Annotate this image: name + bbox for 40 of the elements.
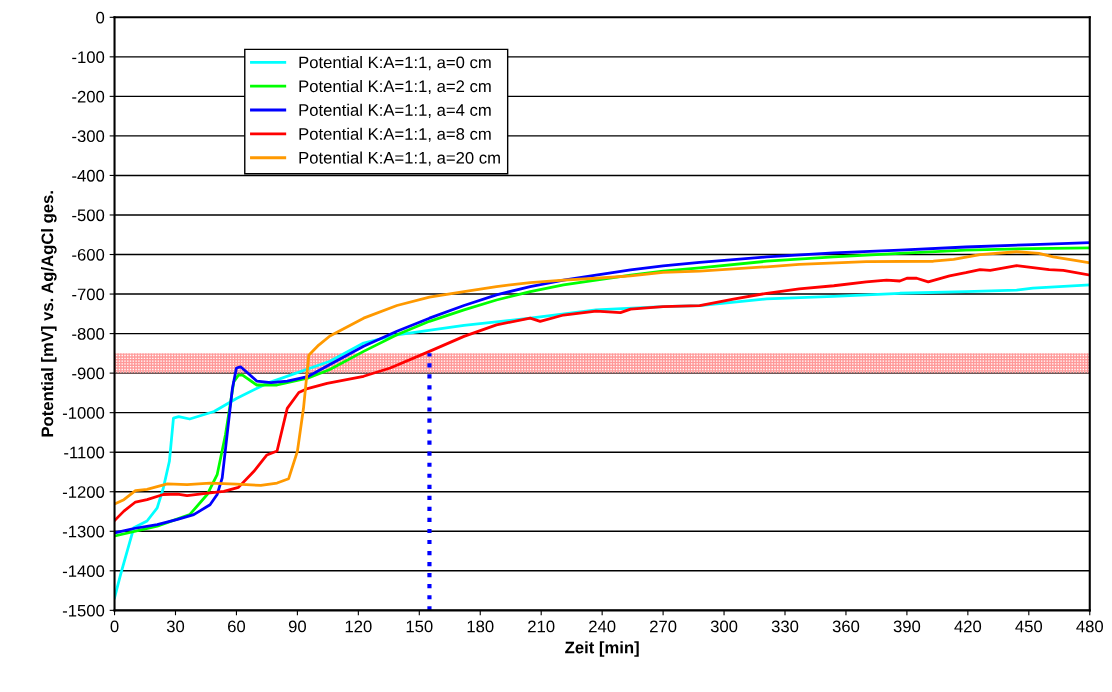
- x-tick-label: 150: [406, 620, 433, 633]
- x-tick-label: 270: [650, 620, 677, 633]
- y-tick-label: -1400: [62, 565, 105, 578]
- legend-label: Potential K:A=1:1, a=2 cm: [299, 79, 491, 95]
- x-tick-label: 360: [832, 620, 860, 633]
- x-tick-label: 30: [166, 620, 185, 633]
- y-tick-label: -1200: [62, 486, 105, 498]
- legend-label: Potential K:A=1:1, a=4 cm: [299, 103, 491, 118]
- y-tick-label: 0: [96, 11, 105, 24]
- x-tick-label: 90: [288, 620, 307, 633]
- y-tick-label: -200: [72, 90, 105, 103]
- legend-label: Potential K:A=1:1, a=8 cm: [299, 127, 491, 142]
- x-tick-label: 300: [710, 620, 738, 633]
- y-tick-label: -1300: [62, 525, 105, 538]
- y-tick-label: -700: [72, 288, 105, 301]
- y-tick-label: -100: [72, 51, 105, 64]
- x-tick-label: 210: [528, 620, 555, 633]
- x-tick-label: 330: [771, 620, 799, 633]
- x-tick-label: 180: [467, 620, 494, 633]
- y-tick-label: -400: [72, 169, 105, 182]
- y-axis-title: Potential [mV] vs. Ag/AgCl ges.: [41, 191, 57, 437]
- y-tick-label: -500: [72, 209, 105, 222]
- x-tick-label: 240: [589, 620, 616, 633]
- x-tick-label: 450: [1015, 620, 1043, 633]
- x-tick-label: 120: [345, 620, 372, 633]
- x-tick-label: 480: [1076, 620, 1104, 633]
- x-tick-label: 420: [954, 620, 982, 633]
- y-tick-label: -800: [72, 327, 105, 340]
- x-tick-label: 0: [110, 620, 119, 633]
- legend-label: Potential K:A=1:1, a=20 cm: [299, 151, 500, 166]
- legend-label: Potential K:A=1:1, a=0 cm: [299, 56, 491, 71]
- y-tick-label: -900: [72, 367, 105, 380]
- x-tick-label: 390: [893, 620, 921, 633]
- x-tick-label: 60: [228, 620, 246, 633]
- y-tick-label: -600: [72, 248, 105, 261]
- y-tick-label: -1100: [64, 446, 105, 459]
- x-axis-title: Zeit [min]: [565, 641, 639, 657]
- y-tick-label: -1500: [62, 604, 105, 617]
- y-tick-label: -1000: [62, 407, 105, 419]
- y-tick-label: -300: [72, 130, 105, 143]
